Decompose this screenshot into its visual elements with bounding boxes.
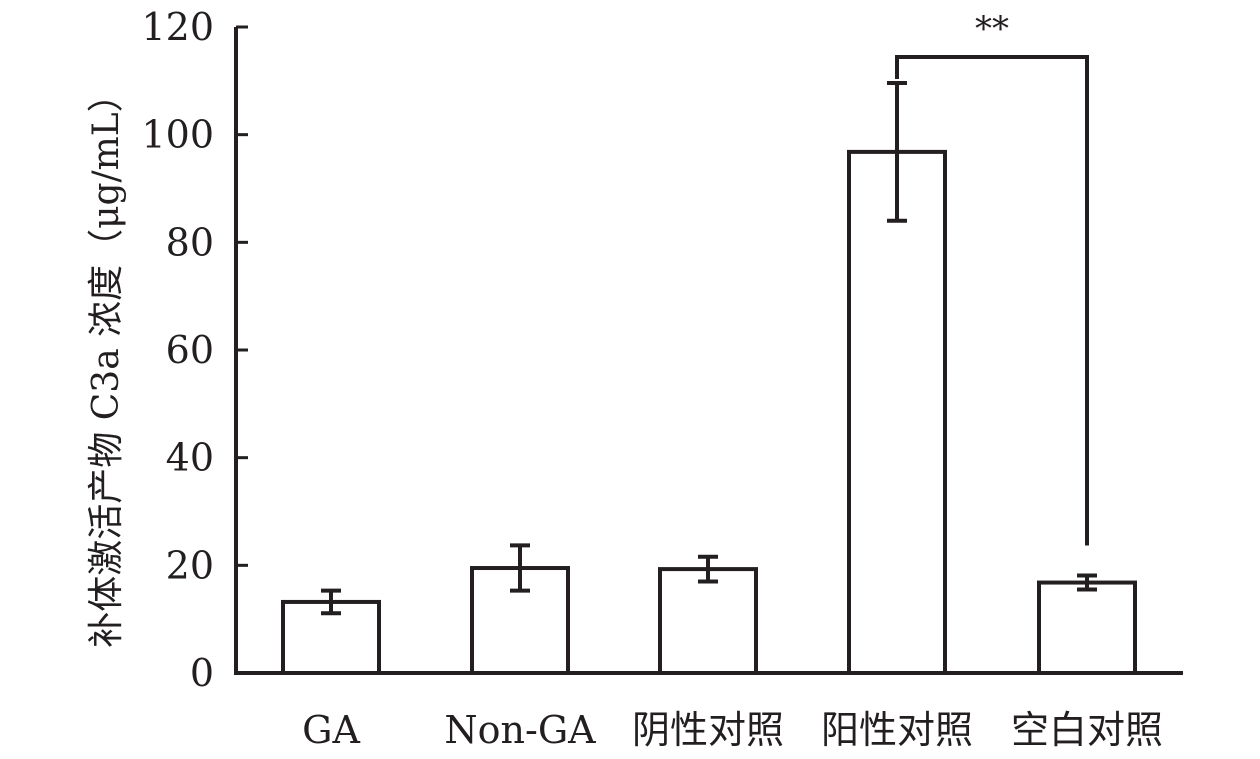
x-tick-label: Non-GA [444,708,596,752]
bar [847,149,947,676]
x-tick-label: GA [302,708,360,752]
x-tick-label: 阴性对照 [632,708,784,752]
chart-bars [281,149,1137,676]
y-tick-label: 0 [190,651,214,695]
y-tick-label: 20 [166,543,214,587]
bar [658,567,758,676]
significance-bracket [895,55,1089,546]
y-axis-title: 补体激活产物 C3a 浓度（μg/mL） [86,76,127,647]
y-tick-label: 80 [166,220,214,264]
x-tick-label: 阳性对照 [821,708,973,752]
significance-label: ** [975,9,1009,49]
y-tick-label: 60 [166,328,214,372]
chart-labels: 0 20 40 60 80 100 120 GA Non-GA 阴性对照 阳性对照 空白对照 [141,5,1163,752]
significance-annotation: ** [895,9,1089,546]
bar [1037,580,1137,675]
y-tick-label: 40 [166,436,214,480]
chart-error-bars [321,80,1097,616]
y-tick-label: 100 [141,113,214,157]
y-tick-label: 120 [141,5,214,49]
x-tick-label: 空白对照 [1011,708,1163,752]
